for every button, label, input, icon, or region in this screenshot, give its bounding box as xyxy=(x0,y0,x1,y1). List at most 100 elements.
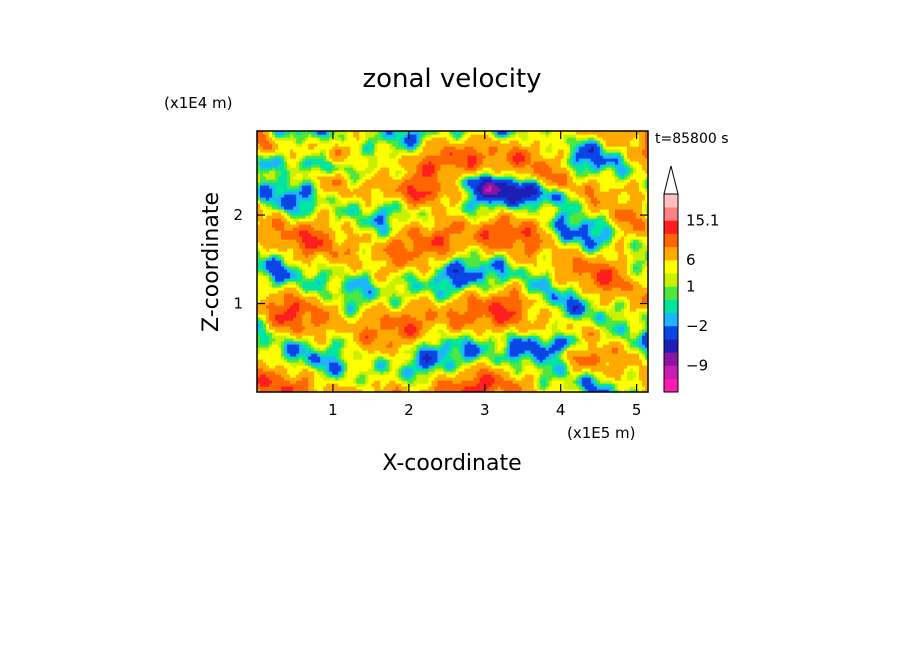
field-cell xyxy=(257,389,261,392)
field-cell xyxy=(494,341,499,345)
field-cell xyxy=(410,311,414,315)
field-cell xyxy=(533,302,538,306)
field-cell xyxy=(323,299,327,303)
field-cell xyxy=(389,287,393,291)
field-cell xyxy=(428,335,433,339)
field-cell xyxy=(422,386,427,390)
field-cell xyxy=(293,389,297,392)
field-cell xyxy=(533,386,538,390)
field-cell xyxy=(533,356,538,360)
field-cell xyxy=(446,326,451,330)
field-cell xyxy=(533,380,538,384)
field-cell xyxy=(389,362,393,366)
field-cell xyxy=(395,362,399,366)
field-cell xyxy=(641,344,646,348)
field-cell xyxy=(392,380,396,384)
field-cell xyxy=(305,359,309,363)
field-cell xyxy=(518,305,523,309)
field-cell xyxy=(320,281,324,285)
field-cell xyxy=(335,341,339,345)
field-cell xyxy=(296,350,300,354)
field-cell xyxy=(269,362,273,366)
field-cell xyxy=(263,326,267,330)
field-cell xyxy=(458,368,463,372)
field-cell xyxy=(635,341,640,345)
field-cell xyxy=(557,314,562,318)
field-cell xyxy=(341,275,345,279)
field-cell xyxy=(311,353,315,357)
field-cell xyxy=(410,332,414,336)
field-cell xyxy=(581,311,586,315)
field-cell xyxy=(509,302,514,306)
field-cell xyxy=(536,359,541,363)
field-cell xyxy=(632,335,637,339)
field-cell xyxy=(395,368,399,372)
field-cell xyxy=(425,377,430,381)
field-cell xyxy=(482,350,487,354)
field-cell xyxy=(308,332,312,336)
field-cell xyxy=(620,371,625,375)
field-cell xyxy=(401,359,405,363)
field-cell xyxy=(356,308,360,312)
field-cell xyxy=(596,323,601,327)
field-cell xyxy=(596,383,601,387)
field-cell xyxy=(611,317,616,321)
field-cell xyxy=(359,347,363,351)
field-cell xyxy=(644,338,648,342)
field-cell xyxy=(608,347,613,351)
field-cell xyxy=(428,287,433,291)
field-cell xyxy=(350,287,354,291)
field-cell xyxy=(482,308,487,312)
field-cell xyxy=(392,332,396,336)
field-cell xyxy=(566,320,571,324)
field-cell xyxy=(566,302,571,306)
field-cell xyxy=(371,293,375,297)
field-cell xyxy=(617,380,622,384)
field-cell xyxy=(329,302,333,306)
field-cell xyxy=(506,332,511,336)
field-cell xyxy=(437,293,442,297)
field-cell xyxy=(602,317,607,321)
field-cell xyxy=(533,329,538,333)
field-cell xyxy=(536,386,541,390)
field-cell xyxy=(584,371,589,375)
field-cell xyxy=(467,299,472,303)
field-cell xyxy=(500,293,505,297)
field-cell xyxy=(452,353,457,357)
field-cell xyxy=(431,347,436,351)
field-cell xyxy=(641,365,646,369)
field-cell xyxy=(587,389,592,392)
field-cell xyxy=(569,356,574,360)
field-cell xyxy=(611,281,616,285)
field-cell xyxy=(365,383,369,387)
field-cell xyxy=(608,293,613,297)
field-cell xyxy=(341,377,345,381)
field-cell xyxy=(374,383,378,387)
field-cell xyxy=(293,326,297,330)
field-cell xyxy=(302,305,306,309)
field-cell xyxy=(260,383,264,387)
field-cell xyxy=(554,344,559,348)
field-cell xyxy=(374,344,378,348)
field-cell xyxy=(383,362,387,366)
field-cell xyxy=(374,329,378,333)
field-cell xyxy=(308,344,312,348)
field-cell xyxy=(551,311,556,315)
field-cell xyxy=(542,305,547,309)
field-cell xyxy=(485,317,490,321)
field-cell xyxy=(308,368,312,372)
field-cell xyxy=(263,320,267,324)
field-cell xyxy=(464,344,469,348)
field-cell xyxy=(644,377,648,381)
field-cell xyxy=(371,377,375,381)
field-cell xyxy=(563,314,568,318)
field-cell xyxy=(374,380,378,384)
field-cell xyxy=(275,341,279,345)
field-cell xyxy=(293,374,297,378)
field-cell xyxy=(464,278,469,282)
field-cell xyxy=(638,374,643,378)
field-cell xyxy=(638,317,643,321)
field-cell xyxy=(500,314,505,318)
field-cell xyxy=(365,305,369,309)
field-cell xyxy=(314,323,318,327)
